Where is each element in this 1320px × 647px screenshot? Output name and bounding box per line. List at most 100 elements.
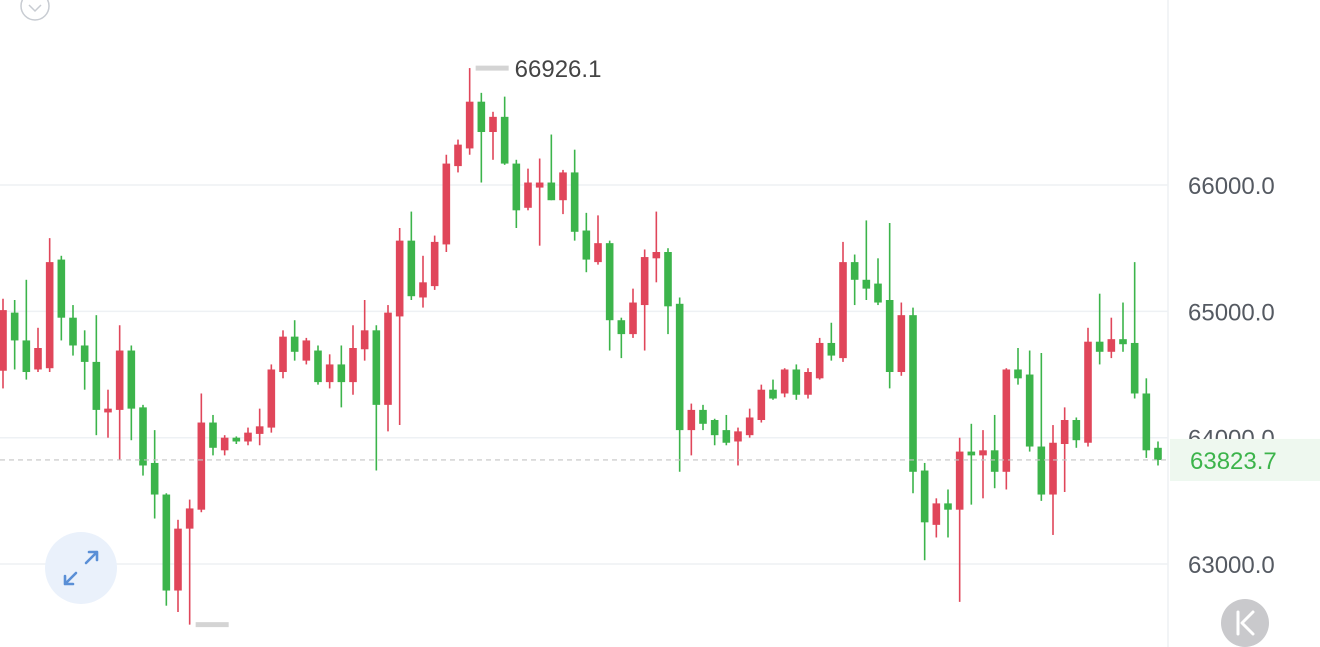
candle-body xyxy=(1025,374,1034,447)
high-label: 66926.1 xyxy=(515,56,602,83)
candle-body xyxy=(430,241,439,287)
candle-body xyxy=(162,494,171,591)
y-tick-label: 63000.0 xyxy=(1188,552,1275,579)
candle-body xyxy=(477,101,486,133)
candle-body xyxy=(967,451,976,456)
candle-body xyxy=(734,431,742,442)
back-icon xyxy=(1236,610,1255,636)
candle-body xyxy=(314,350,322,383)
candle-body xyxy=(1060,420,1069,445)
candle-body xyxy=(920,470,929,523)
candle-body xyxy=(850,262,859,280)
candle-body xyxy=(92,361,101,410)
candle-body xyxy=(1002,369,1011,472)
candle-body xyxy=(617,320,626,335)
collapse-icon[interactable] xyxy=(20,0,50,21)
candle-body xyxy=(512,163,521,211)
candle-body xyxy=(69,317,77,346)
candle-body xyxy=(185,508,194,529)
candle-body xyxy=(1119,339,1127,345)
collapse-circle xyxy=(20,0,50,21)
candle-body xyxy=(955,451,964,510)
candle-body xyxy=(745,417,754,436)
candle-body xyxy=(302,340,311,361)
candle-body xyxy=(535,182,544,188)
candle-body xyxy=(699,409,707,424)
candle-body xyxy=(792,369,801,395)
candle-body xyxy=(209,422,217,448)
candle-body xyxy=(687,409,696,431)
candle-body xyxy=(279,336,287,373)
candle-body xyxy=(944,503,952,510)
candle-body xyxy=(885,300,894,373)
candle-body xyxy=(897,315,906,373)
candle-body xyxy=(629,302,637,335)
candle-body xyxy=(780,369,789,394)
candle-body xyxy=(979,450,987,456)
candle-body xyxy=(10,312,19,341)
candle-body xyxy=(139,407,147,466)
candle-body xyxy=(1142,393,1151,451)
candle-body xyxy=(34,348,42,370)
candle-body xyxy=(489,116,497,133)
candle-body xyxy=(115,350,124,410)
overlay: 63000.064000.065000.066000.066926.163823… xyxy=(0,56,1320,628)
candle-body xyxy=(815,342,824,379)
candle-body xyxy=(337,364,346,383)
candle-body xyxy=(1037,446,1046,495)
candle-body xyxy=(442,163,451,245)
candle-body xyxy=(874,283,882,303)
expand-circle xyxy=(45,532,117,604)
last-price-bg xyxy=(1170,438,1320,481)
candle-body xyxy=(0,310,7,371)
candle-body xyxy=(127,350,136,409)
candle-body xyxy=(395,240,404,317)
candle-body xyxy=(290,336,299,352)
back-button[interactable] xyxy=(1221,599,1269,647)
candle-body xyxy=(349,348,357,383)
candle-body xyxy=(1130,342,1139,394)
candle-body xyxy=(150,462,159,495)
candle-body xyxy=(757,389,766,421)
candle-body xyxy=(524,182,532,208)
candle-body xyxy=(407,240,416,297)
candle-body xyxy=(360,330,369,350)
candle-body xyxy=(500,116,509,164)
candle-body xyxy=(57,259,66,318)
candle-body xyxy=(80,345,89,362)
candle-body xyxy=(570,172,579,232)
candle-body xyxy=(384,312,392,405)
candle-body xyxy=(710,420,719,436)
candle-body xyxy=(594,243,602,263)
candle-body xyxy=(1107,339,1116,352)
candle-body xyxy=(547,182,556,201)
candle-body xyxy=(909,315,917,472)
candle-body xyxy=(640,257,649,306)
candle-body xyxy=(1014,369,1022,379)
back-circle xyxy=(1221,599,1269,647)
candle-body xyxy=(220,437,229,451)
candle-body xyxy=(932,503,941,525)
candle-body xyxy=(1154,447,1162,460)
candle-body xyxy=(1084,341,1092,443)
candle-body xyxy=(769,389,777,399)
expand-arrows xyxy=(63,550,99,586)
candle-body xyxy=(862,279,871,289)
candle-body xyxy=(990,450,999,472)
candle-body xyxy=(582,230,591,260)
collapse-chevron xyxy=(28,4,42,13)
y-tick-label: 65000.0 xyxy=(1188,299,1275,326)
candle-body xyxy=(104,408,112,413)
candle-body xyxy=(197,422,206,510)
candle-body xyxy=(722,430,731,443)
candle-body xyxy=(1072,420,1081,441)
candle-body xyxy=(255,426,264,434)
expand-button[interactable] xyxy=(45,532,117,604)
candle-body xyxy=(559,172,567,201)
candle-body xyxy=(839,262,847,359)
candle-body xyxy=(1095,341,1104,352)
candle-body xyxy=(465,101,474,149)
